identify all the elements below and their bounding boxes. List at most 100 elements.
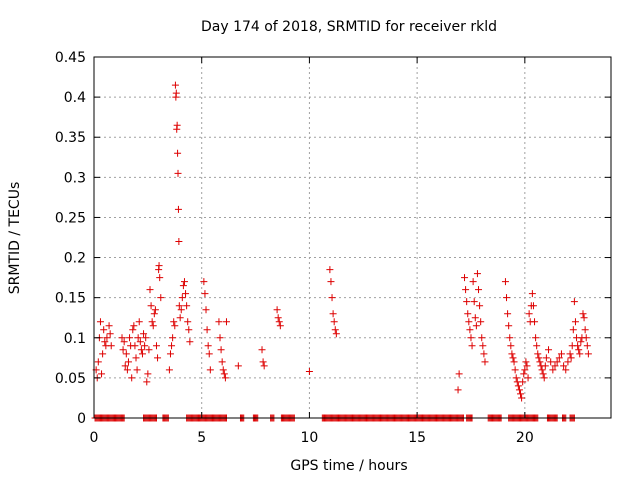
data-point: [136, 338, 144, 346]
data-point: [179, 282, 187, 290]
data-point: [135, 318, 143, 326]
data-point: [475, 286, 483, 294]
data-point: [328, 294, 336, 302]
data-point: [99, 350, 107, 358]
data-point: [132, 354, 140, 362]
data-point: [507, 342, 515, 350]
data-point: [551, 362, 559, 370]
data-point: [144, 370, 152, 378]
data-point: [535, 354, 543, 362]
data-point: [478, 334, 486, 342]
data-point: [147, 302, 155, 310]
data-point: [533, 342, 541, 350]
data-point: [177, 306, 185, 314]
x-tick-label: 20: [516, 430, 534, 446]
y-tick-label: 0.4: [64, 90, 86, 106]
data-point: [182, 290, 190, 298]
data-point: [583, 342, 591, 350]
data-point: [258, 346, 266, 354]
data-point: [524, 374, 532, 382]
axis-ticks: 0 0.05 0.1 0.15 0.2 0.25 0.3 0.35 0.4 0.45 0 5 10 15 2…: [55, 50, 611, 446]
data-point: [152, 342, 160, 350]
data-point: [122, 350, 130, 358]
data-point: [564, 358, 572, 366]
data-point: [140, 330, 148, 338]
data-point: [461, 274, 469, 282]
data-point: [126, 334, 134, 342]
data-point: [178, 294, 186, 302]
data-point: [137, 346, 145, 354]
data-point: [520, 370, 528, 378]
data-point: [221, 374, 229, 382]
data-point: [259, 358, 267, 366]
data-point: [174, 205, 182, 213]
data-point: [201, 290, 209, 298]
data-point: [519, 378, 527, 386]
data-point: [521, 366, 529, 374]
data-point: [172, 89, 180, 97]
data-point: [234, 362, 242, 370]
data-point: [566, 350, 574, 358]
data-point: [329, 310, 337, 318]
data-point: [575, 346, 583, 354]
data-point: [216, 334, 224, 342]
data-point: [106, 330, 114, 338]
x-axis-title: GPS time / hours: [290, 458, 407, 474]
data-point: [545, 346, 553, 354]
data-point: [326, 266, 334, 274]
data-point: [501, 278, 509, 286]
data-point: [506, 334, 514, 342]
data-point: [120, 338, 128, 346]
data-point: [574, 342, 582, 350]
data-point: [96, 318, 104, 326]
data-point: [467, 334, 475, 342]
data-point: [305, 367, 313, 375]
data-point: [142, 334, 150, 342]
data-point: [523, 362, 531, 370]
data-point: [275, 318, 283, 326]
data-point: [154, 354, 162, 362]
plot-frame: [93, 56, 612, 419]
data-point: [184, 318, 192, 326]
data-point: [579, 310, 587, 318]
data-point: [481, 358, 489, 366]
data-point: [98, 370, 106, 378]
data-point: [222, 318, 230, 326]
data-point: [570, 298, 578, 306]
data-point: [145, 346, 153, 354]
y-tick-label: 0.15: [55, 291, 86, 307]
data-point: [584, 350, 592, 358]
data-point: [274, 314, 282, 322]
data-point: [538, 366, 546, 374]
data-point: [150, 310, 158, 318]
data-point: [204, 342, 212, 350]
data-point: [203, 326, 211, 334]
data-point: [105, 322, 113, 330]
data-point: [510, 358, 518, 366]
y-tick-label: 0.2: [64, 251, 86, 267]
data-point: [200, 278, 208, 286]
data-point: [562, 366, 570, 374]
data-point: [171, 81, 179, 89]
data-point: [547, 358, 555, 366]
data-point: [151, 306, 159, 314]
data-point: [514, 382, 522, 390]
data-point: [327, 278, 335, 286]
data-point: [176, 314, 184, 322]
data-point: [472, 322, 480, 330]
data-point: [100, 326, 108, 334]
data-point: [539, 370, 547, 378]
data-point: [215, 318, 223, 326]
y-tick-label: 0: [77, 411, 86, 427]
data-point: [131, 342, 139, 350]
y-tick-label: 0.35: [55, 130, 86, 146]
data-point: [186, 338, 194, 346]
data-point: [156, 274, 164, 282]
y-tick-label: 0.3: [64, 170, 86, 186]
y-tick-label: 0.25: [55, 210, 86, 226]
data-point: [473, 270, 481, 278]
data-point: [479, 342, 487, 350]
data-point: [173, 121, 181, 129]
